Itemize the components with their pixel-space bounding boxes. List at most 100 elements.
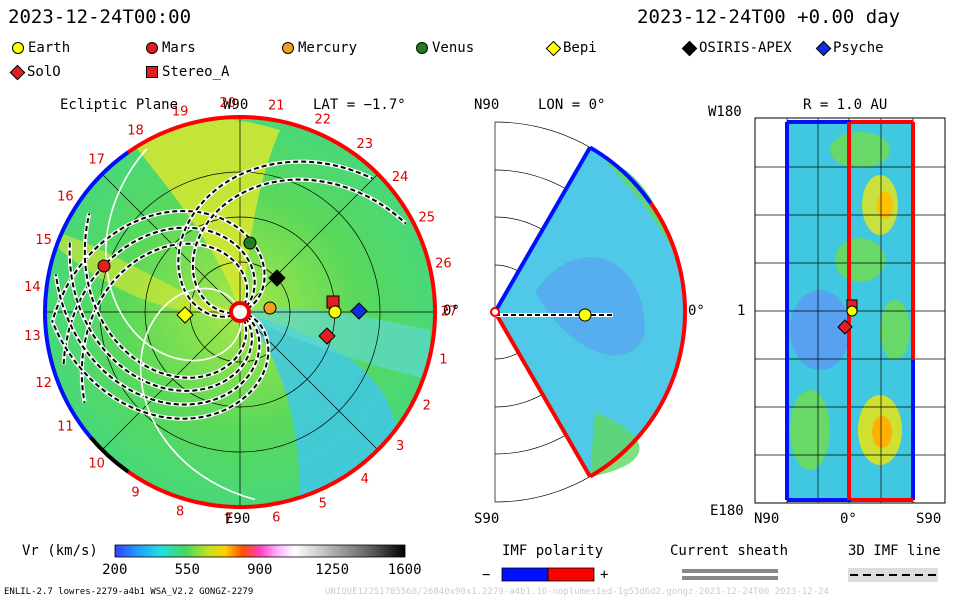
mercury-marker: [263, 301, 277, 315]
meridional-lon-label: LON = 0°: [538, 97, 606, 113]
legend-label: Earth: [28, 40, 71, 56]
legend-label: Mars: [162, 40, 196, 56]
legend-item-stereo-a: Stereo_A: [146, 64, 229, 80]
imf-plus: +: [600, 567, 609, 583]
right-timestamp: 2023-12-24T00 +0.00 day: [637, 6, 901, 28]
radial-x-left: N90: [754, 511, 780, 527]
sector-number: 3: [396, 439, 404, 454]
meridional-right-label: 0°: [688, 303, 705, 319]
legend-item-venus: Venus: [416, 40, 474, 56]
sector-number: 4: [361, 472, 369, 487]
colorbar: [114, 544, 406, 558]
imf-polarity-rim: [43, 150, 130, 439]
current-sheath: [104, 148, 242, 362]
legend-item-bepi: Bepi: [545, 40, 597, 56]
sector-number: 9: [131, 486, 139, 501]
footer-right: UNIQUE12251785568/26840x90x1.2279-a4b1.1…: [325, 587, 829, 597]
sector-number: 5: [319, 496, 327, 511]
ecliptic-grid-spoke: [101, 173, 241, 313]
sector-number: 21: [268, 99, 285, 114]
legend-item-mercury: Mercury: [282, 40, 357, 56]
ecliptic-top-label: W90: [223, 97, 249, 113]
imf-line: [51, 209, 266, 322]
sector-number: 18: [127, 124, 144, 139]
radial-r-label: R = 1.0 AU: [803, 97, 888, 113]
ecliptic-grid-spoke: [101, 311, 241, 451]
legend-item-mars: Mars: [146, 40, 196, 56]
sector-number: 12: [35, 376, 52, 391]
legend-label: Mercury: [298, 40, 358, 56]
colorbar-tick-label: 550: [174, 562, 200, 578]
legend-label: Stereo_A: [162, 64, 230, 80]
sector-number: 1: [439, 353, 447, 368]
current-sheath-line-2: [682, 576, 778, 580]
bepi-marker: [176, 306, 194, 324]
imf-minus: −: [482, 567, 491, 583]
imf-line: [83, 213, 248, 379]
sector-number: 25: [419, 211, 436, 226]
solo-marker: [837, 319, 853, 335]
colorbar-tick-label: 200: [102, 562, 128, 578]
legend-label: OSIRIS-APEX: [699, 40, 792, 56]
circle-marker-icon: [282, 42, 294, 54]
radial-x-right: S90: [916, 511, 942, 527]
meridional-rim: [588, 145, 653, 205]
earth-marker: [328, 305, 342, 319]
sector-number: 10: [88, 457, 105, 472]
radial-bottom-label: E180: [710, 503, 744, 519]
sector-number: 24: [392, 170, 409, 185]
meridional-top-label: N90: [474, 97, 500, 113]
ecliptic-right-label: 0°: [443, 303, 460, 319]
sector-number: 27: [441, 305, 458, 320]
current-sheath: [139, 287, 256, 501]
meridional-edge: [493, 311, 592, 478]
imf-line: [68, 242, 253, 392]
radial-top-label: W180: [708, 104, 742, 120]
ecliptic-lat-label: LAT = −1.7°: [313, 97, 406, 113]
sector-number: 6: [272, 510, 280, 525]
imf-polarity-rim: [127, 115, 437, 509]
imf-negative-swatch: [501, 567, 549, 582]
legend-item-osiris-apex: OSIRIS-APEX: [681, 40, 792, 56]
sector-number: 16: [57, 190, 74, 205]
meridional-edge: [493, 146, 592, 313]
sector-number: 15: [35, 233, 52, 248]
psyche-marker: [350, 302, 368, 320]
mars-marker: [97, 259, 111, 273]
radial-x-mid: 0°: [840, 511, 857, 527]
imf-polarity-rim: [127, 115, 241, 154]
sector-number: 7: [224, 513, 232, 528]
imf-line: [51, 313, 270, 420]
imf-line: [54, 274, 261, 406]
circle-marker-icon: [12, 42, 24, 54]
sector-number: 22: [315, 113, 332, 128]
legend-item-solo: SolO: [9, 64, 61, 80]
meridional-rim: [588, 201, 687, 479]
sun-marker: [490, 307, 500, 317]
radial-mid-label: 1: [737, 303, 746, 319]
earth-marker: [846, 305, 858, 317]
radial-panel: [754, 117, 946, 504]
imf-polarity-rim: [89, 436, 130, 474]
slow-wind-region: [240, 312, 400, 500]
legend-label: Psyche: [833, 40, 884, 56]
osiris-apex-marker: [268, 269, 286, 287]
meridional-bottom-label: S90: [474, 511, 500, 527]
sector-number: 20: [220, 96, 237, 111]
imf-positive-swatch: [547, 567, 595, 582]
legend-label: Venus: [432, 40, 475, 56]
imf-line: [191, 178, 407, 314]
footer-left: ENLIL-2.7 lowres-2279-a4b1 WSA_V2.2 GONG…: [4, 587, 254, 597]
colorbar-tick-label: 1250: [315, 562, 350, 578]
sector-number: 2: [423, 398, 431, 413]
imf-line: [177, 160, 373, 318]
sun-marker: [229, 301, 251, 323]
ecliptic-bottom-label: E90: [225, 511, 251, 527]
imf-title: IMF polarity: [502, 543, 604, 559]
sector-number: 19: [172, 104, 189, 119]
sector-number: 23: [357, 137, 374, 152]
sector-number: 8: [176, 505, 184, 520]
sector-number: 11: [57, 419, 74, 434]
sheath-title: Current sheath: [670, 543, 789, 559]
